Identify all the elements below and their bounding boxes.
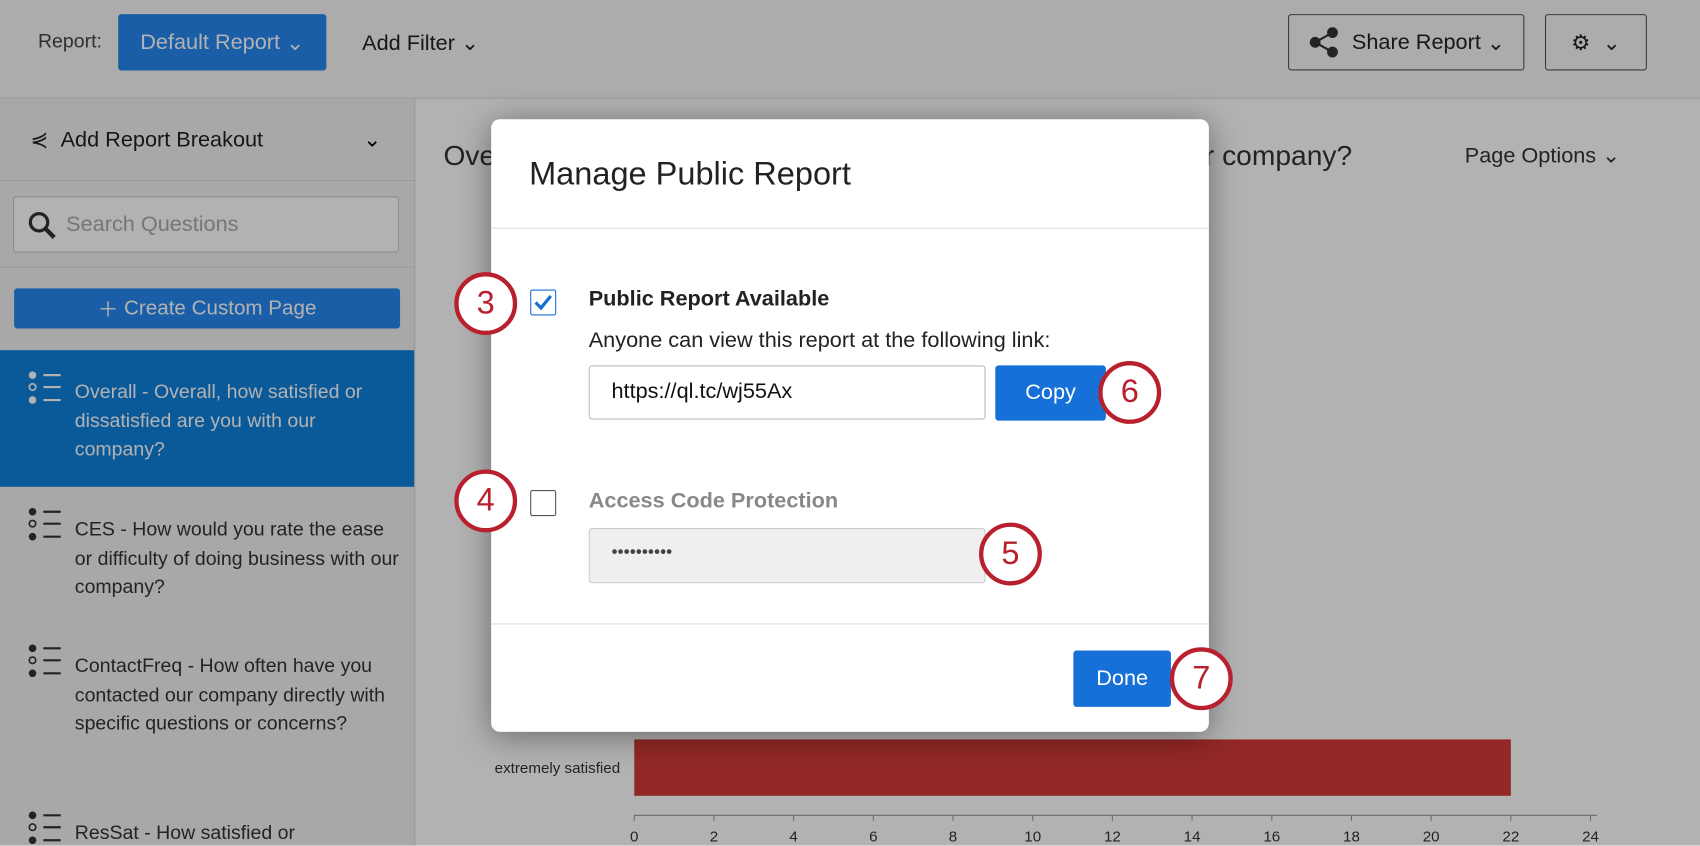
access-code-input: •••••••••• [588, 528, 986, 584]
search-box[interactable]: Search Questions [13, 196, 399, 253]
annotation-circle: 3 [454, 272, 518, 336]
copy-button[interactable]: Copy [995, 365, 1106, 421]
add-filter[interactable]: Add Filter ⌄ [362, 31, 480, 56]
settings-button[interactable]: ⚙ ⌄ [1544, 14, 1647, 71]
divider [0, 179, 415, 182]
modal: Manage Public Report Public Report Avail… [491, 119, 1209, 732]
public-label: Public Report Available [588, 287, 830, 312]
share-text: Share Report [1351, 29, 1481, 54]
list-icons [28, 371, 61, 845]
modal-title: Manage Public Report [529, 156, 851, 192]
search-icon [28, 211, 56, 239]
share-button[interactable]: Share Report ⌄ [1288, 14, 1525, 71]
link-text: Anyone can view this report at the follo… [588, 328, 1051, 353]
x-tick-label: 16 [1263, 828, 1280, 845]
breakout[interactable]: ⋞ Add Report Breakout [30, 127, 264, 152]
divider [0, 266, 415, 268]
x-tick-label: 8 [949, 828, 957, 845]
breakout-text: Add Report Breakout [60, 127, 264, 152]
search-placeholder: Search Questions [66, 212, 239, 237]
checkmark [534, 294, 553, 311]
access-checkbox[interactable] [530, 490, 557, 517]
x-tick-label: 0 [630, 828, 638, 845]
divider [491, 623, 1209, 625]
link-input[interactable]: https://ql.tc/wj55Ax [588, 365, 986, 420]
y-tick-label: extremely satisfied [495, 760, 621, 777]
page-options[interactable]: Page Options ⌄ [1464, 144, 1621, 169]
x-tick-label: 20 [1423, 828, 1440, 845]
question-item[interactable]: ResSat - How satisfied or [74, 821, 295, 844]
x-tick-label: 18 [1343, 828, 1360, 845]
divider [491, 227, 1209, 229]
x-tick-label: 22 [1502, 828, 1519, 845]
annotation-circle: 4 [454, 469, 518, 533]
done-button[interactable]: Done [1073, 650, 1171, 707]
top-bar: Report: Default Report ⌄ Add Filter ⌄ Sh… [0, 0, 1700, 99]
report-button-text: Default Report [140, 29, 281, 54]
question-item[interactable]: ContactFreq - How often have you contact… [74, 654, 386, 735]
report-button[interactable]: Default Report ⌄ [118, 14, 327, 71]
x-tick-label: 2 [710, 828, 718, 845]
x-tick-label: 14 [1184, 828, 1201, 845]
add-filter-text: Add Filter [362, 31, 455, 56]
question-item[interactable]: CES - How would you rate the ease or dif… [74, 518, 399, 598]
x-tick-label: 12 [1104, 828, 1121, 845]
annotation-circle: 7 [1169, 647, 1233, 711]
annotation-circle: 5 [979, 522, 1042, 586]
sidebar: ⋞ Add Report Breakout ⌄ Search Questions… [0, 98, 416, 846]
page-options-text: Page Options [1464, 144, 1597, 169]
access-label: Access Code Protection [588, 488, 839, 513]
x-tick-label: 10 [1024, 828, 1041, 845]
create-button[interactable]: ＋ Create Custom Page [14, 288, 401, 329]
create-text: Create Custom Page [124, 296, 317, 320]
bar [634, 739, 1511, 796]
report-label: Report: [37, 30, 102, 53]
x-tick-label: 6 [869, 828, 877, 845]
breakout-chevron: ⌄ [363, 127, 382, 152]
x-tick-label: 24 [1582, 828, 1599, 845]
annotation-circle: 6 [1098, 361, 1162, 424]
share-icon [1309, 27, 1338, 58]
selected-item-bg [0, 350, 415, 487]
question-item[interactable]: Overall - Overall, how satisfied or diss… [74, 380, 363, 460]
x-tick-label: 4 [789, 828, 797, 845]
public-checkbox[interactable] [530, 289, 557, 316]
